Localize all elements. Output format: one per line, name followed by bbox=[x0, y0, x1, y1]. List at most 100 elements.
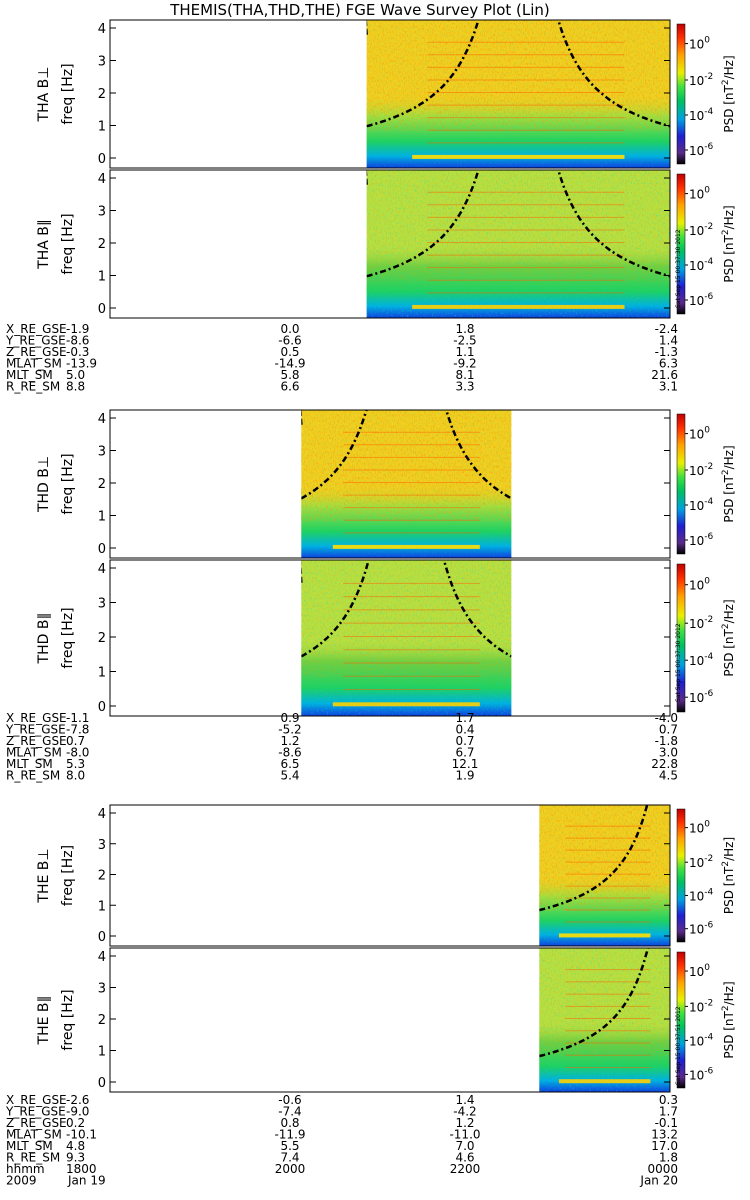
ephem-value: -0.1 bbox=[655, 1116, 678, 1130]
spectrogram-panel: 0 1 2 3 4 THA B⊥ freq [Hz] 100 10-2 10-4 10-6 PSD [… bbox=[36, 19, 736, 169]
ephem-value: -4.0 bbox=[655, 711, 678, 725]
spectrogram-panel: 0 1 2 3 4 THE B⊥ freq [Hz] 100 10-2 10-4 10-6 PSD [… bbox=[36, 804, 736, 947]
y-tick-label: 4 bbox=[98, 172, 106, 187]
spectrogram-panel: 0 1 2 3 4 THA B∥ freq [Hz] 100 10-2 10-4 10-6 PSD [… bbox=[36, 169, 736, 319]
colorbar-tick-label: 10-2 bbox=[689, 854, 713, 870]
panel-frame bbox=[109, 409, 671, 559]
ephem-value: -11.0 bbox=[449, 1128, 480, 1142]
colorbar-tick-label: 10-2 bbox=[689, 72, 713, 88]
ephem-value: 5.3 bbox=[66, 757, 85, 771]
ephem-row-name: R_RE_SM bbox=[6, 1151, 60, 1165]
ephem-value: -2.5 bbox=[453, 334, 476, 348]
ephem-value: -0.6 bbox=[278, 1093, 301, 1107]
ephem-value: 4.8 bbox=[66, 1139, 85, 1153]
ephem-value: 0.9 bbox=[280, 711, 299, 725]
gyro-curve bbox=[366, 20, 480, 128]
colorbar-tick-label: 10-6 bbox=[689, 292, 714, 308]
panel-frame bbox=[109, 804, 671, 947]
y-tick-label: 0 bbox=[98, 700, 106, 715]
y-tick-label: 3 bbox=[98, 445, 106, 460]
ephem-value: 1.2 bbox=[280, 734, 299, 748]
pc1-band bbox=[412, 304, 625, 309]
ephem-value: 1.8 bbox=[659, 1151, 678, 1165]
colorbar-tick-label: 10-4 bbox=[689, 107, 714, 123]
gyro-curve bbox=[556, 20, 670, 128]
ephem-row-name: Z_RE_GSE bbox=[6, 734, 67, 748]
freq-axis-label: freq [Hz] bbox=[60, 453, 76, 514]
colorbar-tick-label: 100 bbox=[689, 36, 710, 52]
ephem-value: 4.6 bbox=[455, 1151, 474, 1165]
ephem-value: -8.0 bbox=[66, 746, 89, 760]
ephem-value: 6.3 bbox=[659, 357, 678, 371]
gyro-curve bbox=[301, 560, 303, 583]
colorbar bbox=[676, 563, 686, 713]
ephem-value: -0.3 bbox=[66, 345, 89, 359]
panel-label: THD B∥ bbox=[36, 613, 52, 665]
panel-frame bbox=[109, 559, 671, 717]
gyro-curve bbox=[556, 170, 670, 278]
ephem-value: 21.6 bbox=[651, 368, 678, 382]
ephem-value: 0.3 bbox=[659, 1093, 678, 1107]
colorbar-label: PSD [nT2/Hz] bbox=[721, 205, 736, 282]
colorbar bbox=[676, 808, 686, 943]
ephem-value: -9.0 bbox=[66, 1105, 89, 1119]
ephem-value: 0.0 bbox=[280, 322, 299, 336]
colorbar-tick-label: 100 bbox=[689, 820, 710, 836]
colorbar bbox=[676, 951, 686, 1089]
ephem-value: 1.4 bbox=[659, 334, 678, 348]
colorbar bbox=[676, 173, 686, 315]
ephem-value: -1.3 bbox=[655, 345, 678, 359]
ephem-row-name: R_RE_SM bbox=[6, 380, 60, 394]
panel-frame bbox=[109, 169, 671, 319]
spectrogram-noise bbox=[301, 560, 512, 716]
freq-axis-label: freq [Hz] bbox=[60, 63, 76, 124]
ephem-row-name: X_RE_GSE bbox=[6, 322, 67, 336]
ephem-value: 0.4 bbox=[455, 723, 474, 737]
spectrogram-panel: 0 1 2 3 4 THD B⊥ freq [Hz] 100 10-2 10-4 10-6 PSD [… bbox=[36, 409, 736, 559]
panel-frame bbox=[109, 947, 671, 1093]
colorbar-label: PSD [nT2/Hz] bbox=[721, 445, 736, 522]
freq-axis-label: freq [Hz] bbox=[60, 607, 76, 668]
date-start-label: Jan 19 bbox=[67, 1174, 106, 1188]
ephem-row-name: MLT_SM bbox=[6, 1139, 53, 1153]
y-tick-label: 0 bbox=[98, 1076, 106, 1091]
ephem-value: -7.8 bbox=[66, 723, 89, 737]
y-tick-label: 0 bbox=[98, 302, 106, 317]
panel-label: THE B∥ bbox=[36, 996, 52, 1046]
ephem-value: 1.1 bbox=[455, 345, 474, 359]
time-tick-label: 1800 bbox=[66, 1162, 97, 1176]
ephem-value: 0.8 bbox=[280, 1116, 299, 1130]
colorbar-tick-label: 100 bbox=[689, 426, 710, 442]
timestamp-tha: Sat Sep 15 00:37:30 2012 bbox=[675, 229, 682, 308]
colorbar-tick-label: 10-4 bbox=[689, 497, 714, 513]
ephem-value: -1.8 bbox=[655, 734, 678, 748]
ephem-value: -7.4 bbox=[278, 1105, 301, 1119]
colorbar-tick-label: 100 bbox=[689, 963, 710, 979]
colorbar-tick-label: 10-4 bbox=[689, 652, 714, 668]
y-tick-label: 3 bbox=[98, 597, 106, 612]
colorbar-label: PSD [nT2/Hz] bbox=[721, 599, 736, 676]
ephem-value: -2.6 bbox=[66, 1093, 89, 1107]
ephem-value: -5.2 bbox=[278, 723, 301, 737]
ephem-value: 3.0 bbox=[659, 746, 678, 760]
ephem-row-name: R_RE_SM bbox=[6, 769, 60, 783]
spectrogram-panel: 0 1 2 3 4 THD B∥ freq [Hz] 100 10-2 10-4 10-6 PSD [… bbox=[36, 559, 736, 717]
colorbar-label: PSD [nT2/Hz] bbox=[721, 837, 736, 914]
ephem-row-name: X_RE_GSE bbox=[6, 711, 67, 725]
panel-frame bbox=[109, 19, 671, 169]
ephem-row-name: X_RE_GSE bbox=[6, 1093, 67, 1107]
panel-label: THA B∥ bbox=[36, 219, 52, 270]
time-tick-label: 2200 bbox=[450, 1162, 481, 1176]
ephem-value: 17.0 bbox=[651, 1139, 678, 1153]
panel-label: THD B⊥ bbox=[36, 456, 52, 513]
ephem-row-name: MLAT_SM bbox=[6, 1128, 62, 1142]
y-tick-label: 2 bbox=[98, 869, 106, 884]
y-tick-label: 4 bbox=[98, 950, 106, 965]
colorbar bbox=[676, 413, 686, 555]
ephem-value: -14.9 bbox=[274, 357, 305, 371]
ephem-value: 6.5 bbox=[280, 757, 299, 771]
y-tick-label: 1 bbox=[98, 270, 106, 285]
gyro-curve bbox=[539, 948, 650, 1058]
ephem-row-name: Y_RE_GSE bbox=[5, 1105, 66, 1119]
ephem-row-name: Z_RE_GSE bbox=[6, 1116, 67, 1130]
